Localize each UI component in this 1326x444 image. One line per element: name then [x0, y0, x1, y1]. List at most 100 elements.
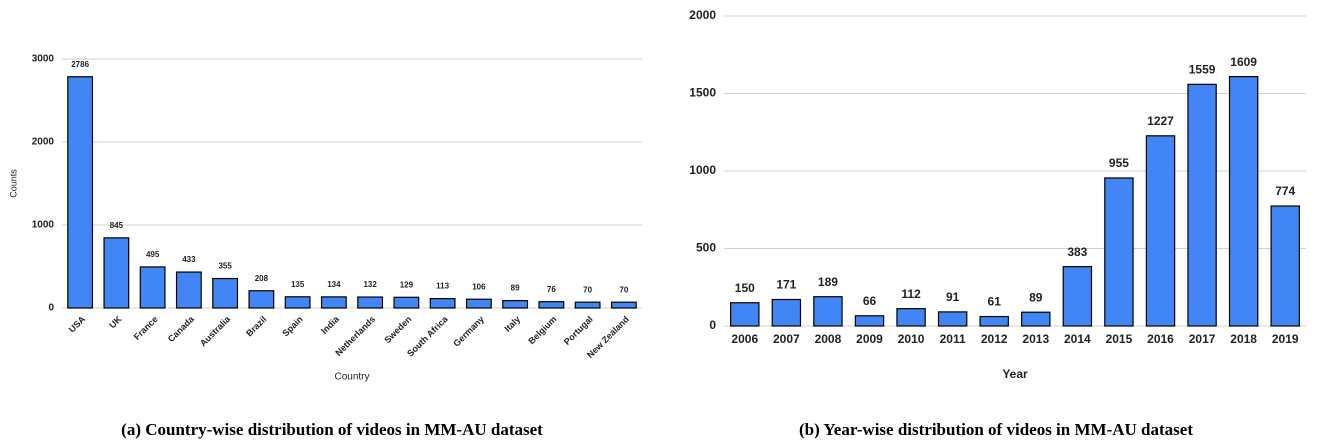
- x-tick-label: Canada: [166, 313, 197, 344]
- value-label: 70: [619, 285, 628, 294]
- value-label: 66: [863, 294, 877, 308]
- bar: [357, 296, 384, 309]
- bar: [730, 302, 760, 327]
- y-tick-label: 1000: [32, 220, 55, 231]
- value-label: 774: [1275, 184, 1295, 198]
- value-label: 134: [327, 280, 341, 289]
- x-tick-label: 2013: [1022, 332, 1049, 346]
- x-tick-label: 2019: [1272, 332, 1299, 346]
- bar: [813, 296, 843, 327]
- x-tick-label: Spain: [280, 314, 304, 338]
- x-tick-label: UK: [107, 314, 124, 331]
- x-tick-label: Germany: [451, 314, 486, 349]
- bar: [896, 308, 926, 327]
- bar: [502, 300, 529, 309]
- value-label: 955: [1109, 156, 1129, 170]
- x-tick-label: 2011: [940, 332, 966, 346]
- y-tick-label: 3000: [32, 54, 55, 65]
- x-tick-label: 2014: [1064, 332, 1091, 346]
- x-tick-label: Portugal: [562, 314, 595, 347]
- bar: [212, 277, 239, 309]
- x-tick-label: India: [319, 313, 342, 336]
- bar: [465, 298, 492, 309]
- y-tick-label: 1000: [689, 163, 716, 177]
- x-tick-label: 2007: [773, 332, 800, 346]
- bar: [854, 315, 885, 327]
- x-tick-label: 2018: [1230, 332, 1257, 346]
- bar: [103, 237, 130, 309]
- bar: [248, 290, 275, 309]
- value-label: 113: [436, 282, 449, 291]
- y-tick-label: 500: [696, 241, 716, 255]
- bar: [574, 301, 601, 309]
- value-label: 1559: [1189, 63, 1216, 77]
- bar: [175, 271, 202, 309]
- x-tick-label: 2006: [731, 332, 758, 346]
- bar: [1228, 76, 1259, 327]
- bar: [610, 301, 637, 309]
- x-tick-label: Sweden: [382, 314, 413, 345]
- x-tick-label: USA: [67, 314, 88, 335]
- bar: [67, 76, 94, 309]
- value-label: 112: [901, 287, 921, 301]
- bar: [284, 296, 311, 309]
- x-tick-label: Brazil: [244, 314, 268, 338]
- x-tick-label: 2010: [898, 332, 925, 346]
- bar: [429, 298, 456, 309]
- value-label: 495: [146, 250, 160, 259]
- bar: [1145, 135, 1176, 327]
- x-tick-label: 2016: [1147, 332, 1174, 346]
- y-tick-label: 0: [709, 318, 716, 332]
- value-label: 106: [472, 282, 486, 291]
- x-tick-label: 2008: [815, 332, 842, 346]
- bar: [139, 266, 166, 309]
- value-label: 1227: [1147, 114, 1174, 128]
- y-tick-label: 2000: [32, 137, 55, 148]
- y-tick-label: 0: [48, 303, 54, 314]
- bar: [320, 296, 347, 309]
- x-tick-label: 2009: [856, 332, 883, 346]
- x-tick-label: Italy: [502, 314, 522, 334]
- bar: [979, 315, 1009, 327]
- bar: [1270, 205, 1300, 327]
- bar: [1021, 311, 1051, 327]
- value-label: 76: [547, 285, 556, 294]
- value-label: 89: [511, 284, 520, 293]
- bar: [1187, 83, 1217, 327]
- value-label: 383: [1067, 245, 1087, 259]
- value-label: 208: [255, 274, 269, 283]
- bar: [1062, 266, 1093, 327]
- y-tick-label: 1500: [689, 86, 716, 100]
- x-axis-label: Year: [1002, 367, 1028, 381]
- bar: [771, 298, 802, 327]
- value-label: 150: [735, 281, 755, 295]
- value-label: 61: [988, 295, 1002, 309]
- value-label: 132: [363, 280, 377, 289]
- value-label: 2786: [71, 60, 89, 69]
- bar: [538, 301, 565, 309]
- y-tick-label: 2000: [689, 8, 716, 22]
- value-label: 129: [400, 280, 414, 289]
- y-axis-label: Counts: [8, 169, 18, 198]
- value-label: 355: [218, 262, 232, 271]
- value-label: 845: [110, 221, 124, 230]
- x-axis-label: Country: [334, 372, 369, 383]
- value-label: 70: [583, 285, 592, 294]
- x-tick-label: Belgium: [526, 314, 558, 346]
- caption: (b) Year-wise distribution of videos in …: [799, 420, 1193, 439]
- value-label: 89: [1029, 290, 1043, 304]
- x-tick-label: 2017: [1189, 332, 1216, 346]
- x-tick-label: 2015: [1106, 332, 1133, 346]
- bar: [1104, 177, 1134, 327]
- value-label: 91: [946, 290, 960, 304]
- value-label: 171: [776, 278, 796, 292]
- value-label: 1609: [1230, 55, 1257, 69]
- caption: (a) Country-wise distribution of videos …: [121, 420, 543, 439]
- value-label: 135: [291, 280, 305, 289]
- x-tick-label: 2012: [981, 332, 1008, 346]
- value-label: 433: [182, 255, 196, 264]
- x-tick-label: Australia: [198, 313, 233, 348]
- x-tick-label: France: [132, 314, 160, 342]
- bar: [937, 311, 968, 327]
